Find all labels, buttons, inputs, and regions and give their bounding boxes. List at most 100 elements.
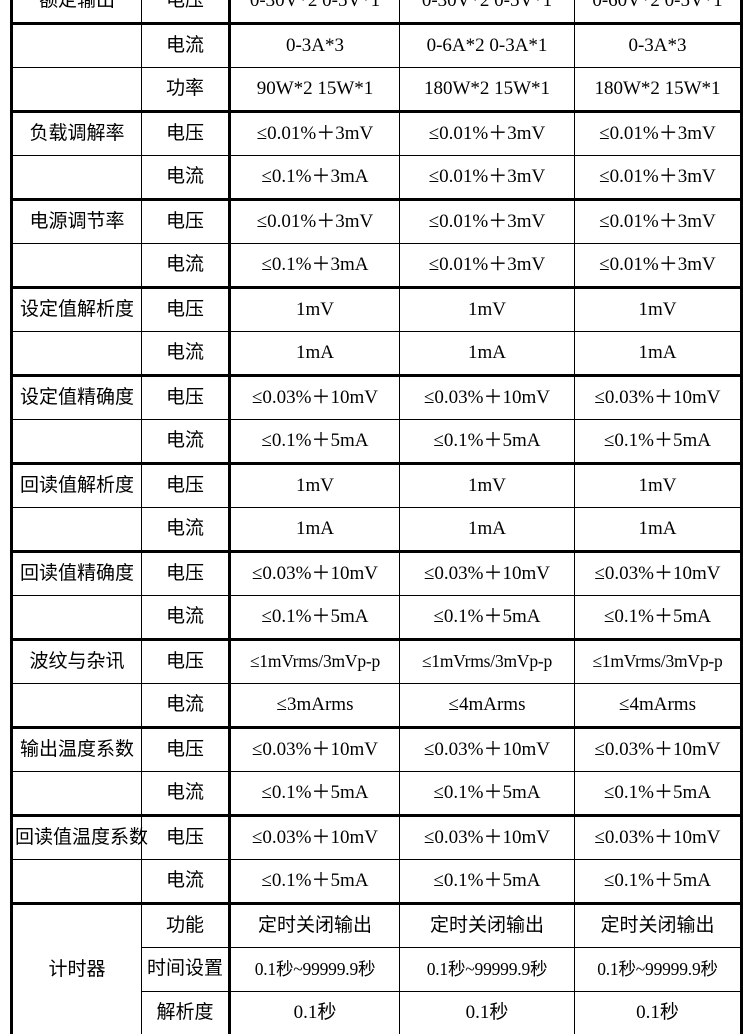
measurement-item-cell: 电压: [141, 814, 231, 860]
spec-value-cell-model-2: 1mV: [399, 462, 575, 508]
timer-value-cell-model-3: 0.1秒~99999.9秒: [574, 947, 743, 992]
spec-value-cell-model-2: ≤0.03%＋10mV: [399, 374, 575, 420]
table-row: 电流 ≤0.1%＋5mA ≤0.1%＋5mA ≤0.1%＋5mA: [10, 595, 743, 641]
table-row: 电流 ≤3mArms ≤4mArms ≤4mArms: [10, 683, 743, 729]
measurement-item-cell: 电流: [141, 155, 231, 201]
spec-value-cell-model-3: ≤0.01%＋3mV: [574, 243, 743, 289]
timer-value-cell-model-2: 0.1秒~99999.9秒: [399, 947, 575, 992]
spec-value-cell-model-3: 0-60V*2 0-5V*1: [574, 0, 743, 24]
spec-value-cell-model-3: 1mV: [574, 286, 743, 332]
spec-value-cell-model-1: ≤0.03%＋10mV: [229, 726, 400, 772]
spec-value-cell-model-1: ≤0.1%＋5mA: [229, 859, 400, 905]
table-row: 电流 ≤0.1%＋5mA ≤0.1%＋5mA ≤0.1%＋5mA: [10, 859, 743, 905]
spec-value-cell-model-3: 1mV: [574, 462, 743, 508]
parameter-label-cell: [10, 859, 142, 905]
parameter-label-cell: [10, 595, 142, 641]
timer-value-cell-model-1: 0.1秒: [229, 991, 400, 1034]
table-row: 电流 1mA 1mA 1mA: [10, 507, 743, 553]
timer-value-cell-model-3: 0.1秒: [574, 991, 743, 1034]
parameter-label-cell: 输出温度系数: [10, 726, 142, 772]
spec-value-cell-model-2: 0-30V*2 0-5V*1: [399, 0, 575, 24]
spec-value-cell-model-3: ≤0.03%＋10mV: [574, 814, 743, 860]
spec-value-cell-model-1: ≤3mArms: [229, 683, 400, 729]
spec-value-cell-model-2: 1mV: [399, 286, 575, 332]
parameter-label-cell: [10, 683, 142, 729]
parameter-label-cell: 回读值精确度: [10, 550, 142, 596]
table-row: 电流 1mA 1mA 1mA: [10, 331, 743, 377]
measurement-item-cell: 电压: [141, 198, 231, 244]
parameter-label-cell: 设定值解析度: [10, 286, 142, 332]
measurement-item-cell: 电压: [141, 726, 231, 772]
spec-value-cell-model-3: ≤0.1%＋5mA: [574, 771, 743, 817]
parameter-label-cell: [10, 22, 142, 68]
spec-value-cell-model-1: ≤0.1%＋3mA: [229, 243, 400, 289]
measurement-item-cell: 电压: [141, 638, 231, 684]
parameter-label-cell: [10, 419, 142, 465]
spec-value-cell-model-2: 1mA: [399, 331, 575, 377]
spec-value-cell-model-1: ≤0.03%＋10mV: [229, 814, 400, 860]
timer-value-cell-model-3: 定时关闭输出: [574, 902, 743, 948]
spec-value-cell-model-3: ≤1mVrms/3mVp-p: [574, 638, 743, 684]
spec-value-cell-model-2: ≤0.01%＋3mV: [399, 198, 575, 244]
parameter-label-cell: 电源调节率: [10, 198, 142, 244]
parameter-label-cell: 波纹与杂讯: [10, 638, 142, 684]
spec-value-cell-model-3: ≤0.01%＋3mV: [574, 155, 743, 201]
spec-value-cell-model-2: ≤0.01%＋3mV: [399, 155, 575, 201]
table-row: 电流 ≤0.1%＋5mA ≤0.1%＋5mA ≤0.1%＋5mA: [10, 771, 743, 817]
table-row: 电流 ≤0.1%＋5mA ≤0.1%＋5mA ≤0.1%＋5mA: [10, 419, 743, 465]
parameter-label-cell: [10, 155, 142, 201]
parameter-label-cell: 回读值解析度: [10, 462, 142, 508]
spec-value-cell-model-1: ≤0.03%＋10mV: [229, 374, 400, 420]
spec-value-cell-model-2: ≤0.1%＋5mA: [399, 419, 575, 465]
measurement-item-cell: 电压: [141, 110, 231, 156]
table-row: 时间设置 0.1秒~99999.9秒 0.1秒~99999.9秒 0.1秒~99999…: [12, 947, 743, 992]
parameter-label-cell: 额定输出: [10, 0, 142, 24]
parameter-label-cell: [10, 67, 142, 113]
measurement-item-cell: 电压: [141, 462, 231, 508]
spec-value-cell-model-2: 1mA: [399, 507, 575, 553]
spec-value-cell-model-2: ≤4mArms: [399, 683, 575, 729]
table-row: 负载调解率 电压 ≤0.01%＋3mV ≤0.01%＋3mV ≤0.01%＋3mV: [10, 110, 743, 156]
parameter-label-cell: [10, 771, 142, 817]
timer-item-cell: 时间设置: [141, 947, 231, 992]
timer-value-cell-model-2: 定时关闭输出: [399, 902, 575, 948]
measurement-item-cell: 电流: [141, 595, 231, 641]
spec-value-cell-model-2: ≤0.1%＋5mA: [399, 771, 575, 817]
spec-value-cell-model-3: ≤0.1%＋5mA: [574, 595, 743, 641]
measurement-item-cell: 电流: [141, 683, 231, 729]
measurement-item-cell: 电压: [141, 0, 231, 24]
table-row: 功率 90W*2 15W*1 180W*2 15W*1 180W*2 15W*1: [10, 67, 743, 113]
spec-value-cell-model-1: 1mV: [229, 462, 400, 508]
timer-item-cell: 解析度: [141, 991, 231, 1034]
table-row: 计时器 功能 定时关闭输出 定时关闭输出 定时关闭输出: [10, 902, 743, 1034]
spec-value-cell-model-3: 1mA: [574, 507, 743, 553]
table-row: 回读值解析度 电压 1mV 1mV 1mV: [10, 462, 743, 508]
measurement-item-cell: 电压: [141, 550, 231, 596]
parameter-label-cell: [10, 507, 142, 553]
timer-value-cell-model-1: 定时关闭输出: [229, 902, 400, 948]
spec-value-cell-model-2: ≤0.1%＋5mA: [399, 859, 575, 905]
parameter-label-cell: [10, 243, 142, 289]
spec-value-cell-model-1: ≤1mVrms/3mVp-p: [229, 638, 400, 684]
spec-value-cell-model-1: 0-3A*3: [229, 22, 400, 68]
spec-value-cell-model-2: ≤0.01%＋3mV: [399, 243, 575, 289]
measurement-item-cell: 电压: [141, 286, 231, 332]
table-row: 电源调节率 电压 ≤0.01%＋3mV ≤0.01%＋3mV ≤0.01%＋3mV: [10, 198, 743, 244]
spec-value-cell-model-3: ≤0.01%＋3mV: [574, 110, 743, 156]
spec-value-cell-model-2: 180W*2 15W*1: [399, 67, 575, 113]
spec-value-cell-model-3: ≤4mArms: [574, 683, 743, 729]
measurement-item-cell: 电流: [141, 22, 231, 68]
timer-value-cell-model-1: 0.1秒~99999.9秒: [229, 947, 400, 992]
measurement-item-cell: 电流: [141, 331, 231, 377]
spec-value-cell-model-3: ≤0.03%＋10mV: [574, 550, 743, 596]
table-row: 设定值精确度 电压 ≤0.03%＋10mV ≤0.03%＋10mV ≤0.03%＋10m…: [10, 374, 743, 420]
spec-value-cell-model-3: ≤0.03%＋10mV: [574, 726, 743, 772]
spec-value-cell-model-3: ≤0.01%＋3mV: [574, 198, 743, 244]
table-row: 波纹与杂讯 电压 ≤1mVrms/3mVp-p ≤1mVrms/3mVp-p ≤1mVr…: [10, 638, 743, 684]
table-row: 解析度 0.1秒 0.1秒 0.1秒: [12, 991, 743, 1034]
measurement-item-cell: 电流: [141, 859, 231, 905]
table-row: 输出温度系数 电压 ≤0.03%＋10mV ≤0.03%＋10mV ≤0.03%＋10m…: [10, 726, 743, 772]
measurement-item-cell: 功率: [141, 67, 231, 113]
spec-value-cell-model-1: 90W*2 15W*1: [229, 67, 400, 113]
spec-value-cell-model-3: ≤0.03%＋10mV: [574, 374, 743, 420]
